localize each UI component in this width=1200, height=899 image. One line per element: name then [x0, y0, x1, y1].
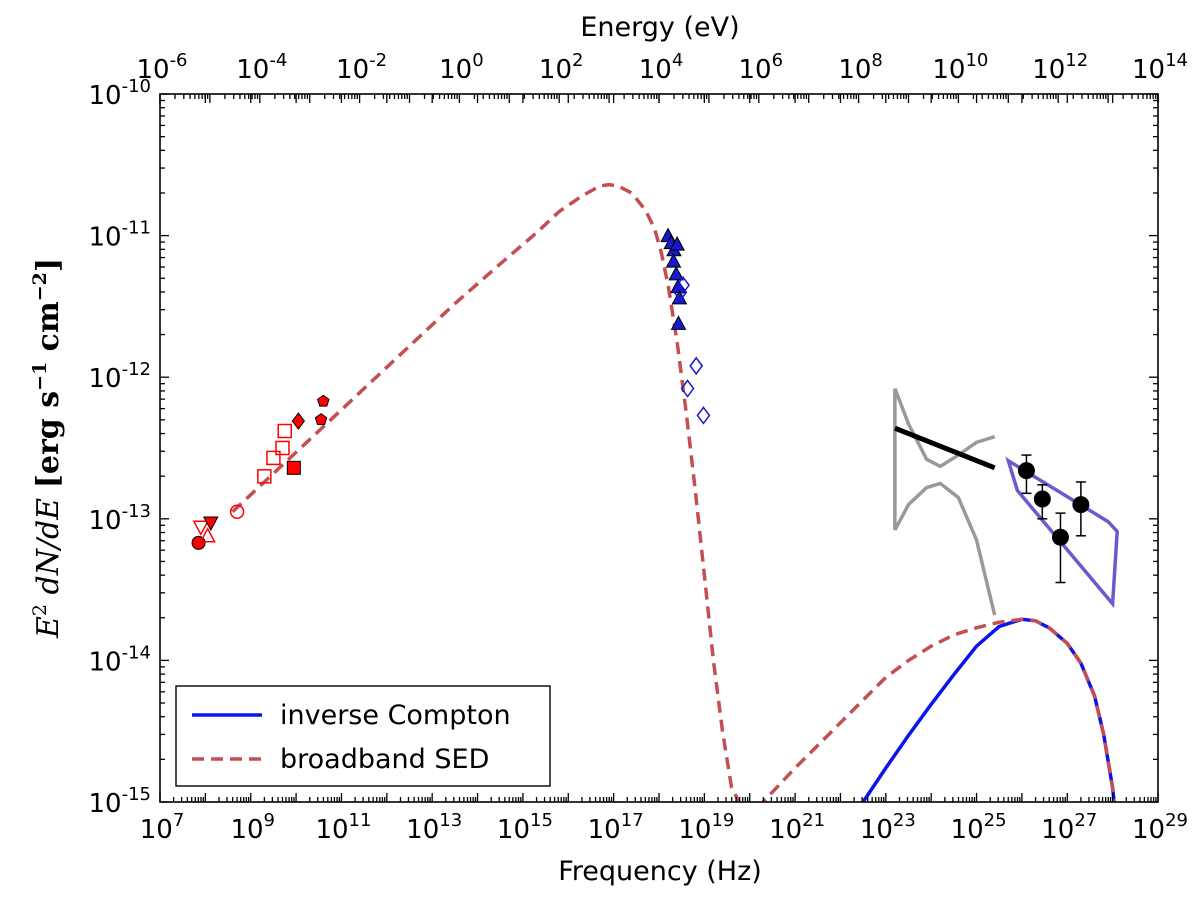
y-tick-label: 10-14 [89, 642, 152, 677]
data-point-triangle-down [192, 520, 210, 536]
broadband-sed-curve [231, 182, 1116, 802]
top-tick-label: 108 [838, 50, 883, 85]
x-tick-label: 1011 [315, 810, 371, 845]
data-point-diamond [689, 356, 704, 376]
x-tick-label: 109 [230, 810, 275, 845]
y-title-lhs: E [31, 616, 66, 639]
data-point-square [275, 440, 290, 456]
data-point-triangle-up [665, 253, 682, 268]
x-tick-label: 1017 [588, 810, 644, 845]
data-point-triangle-up [199, 527, 216, 543]
data-point-diamond [696, 406, 711, 425]
x-tick-label: 1021 [769, 810, 825, 845]
x-tick-label: 1019 [678, 810, 734, 845]
y-title-s-exp: −1 [29, 362, 51, 391]
top-tick-label: 10-6 [136, 50, 187, 85]
data-point-diamond [673, 282, 688, 302]
data-point-circle [229, 504, 245, 519]
top-tick-label: 106 [739, 50, 784, 85]
hess-data-point [1072, 496, 1090, 514]
y-title-cm-exp: −2 [29, 272, 51, 301]
hess-data-point [1017, 462, 1035, 480]
fermi-bowtie-upper [893, 387, 996, 531]
y-title-unit-open: [erg s [31, 391, 66, 488]
x-tick-label: 1027 [1041, 810, 1097, 845]
svg-text:E2 dN/dE [erg s−1 cm−2]: E2 dN/dE [erg s−1 cm−2] [29, 258, 66, 639]
hess-data-point [1033, 490, 1051, 508]
top-tick-label: 1014 [1132, 50, 1188, 85]
x-tick-label: 1025 [951, 810, 1007, 845]
x-tick-label: 1015 [497, 810, 553, 845]
y-tick-label: 10-12 [89, 359, 152, 394]
data-point-square [277, 423, 292, 439]
data-point-pentagon [317, 394, 330, 407]
y-title-lhs-exp: 2 [29, 604, 51, 616]
y-title-unit-mid: cm [31, 301, 66, 362]
data-point-triangle-up [668, 265, 685, 281]
y-tick-label: 10-15 [89, 784, 152, 819]
legend-box [175, 685, 551, 787]
hess-bowtie [1005, 456, 1119, 609]
data-point-triangle-up [669, 236, 685, 251]
x-tick-label: 1013 [406, 810, 462, 845]
top-tick-label: 10-2 [336, 50, 387, 85]
data-point-square [257, 469, 272, 484]
x-tick-label: 1023 [860, 810, 916, 845]
y-tick-label: 10-13 [89, 501, 152, 536]
fermi-powerlaw-line [893, 425, 996, 471]
data-point-diamond [291, 412, 305, 430]
y-title-lhs-rest: dN/dE [31, 488, 66, 604]
data-point-diamond [676, 275, 690, 295]
data-point-triangle-down [202, 516, 219, 532]
top-tick-label: 1010 [932, 50, 988, 85]
y-title-unit-close: ] [31, 258, 66, 272]
y-tick-label: 10-11 [89, 218, 152, 253]
data-point-triangle-up [670, 315, 687, 330]
data-point-square [266, 450, 281, 466]
x-tick-label: 1029 [1132, 810, 1188, 845]
fermi-bowtie-lower [893, 481, 997, 616]
legend-label-broadband-sed: broadband SED [280, 744, 489, 775]
top-tick-label: 102 [539, 50, 584, 85]
y-tick-label: 10-10 [89, 76, 152, 111]
top-tick-label: 100 [439, 50, 484, 85]
top-tick-label: 104 [639, 50, 684, 85]
y-axis-title: E2 dN/dE [erg s−1 cm−2] [29, 258, 66, 639]
x-axis-title: Frequency (Hz) [558, 856, 762, 887]
data-point-diamond [680, 379, 695, 398]
data-point-pentagon [314, 413, 328, 425]
data-point-square [286, 460, 301, 475]
top-tick-label: 1012 [1032, 50, 1088, 85]
legend-label-inverse-compton: inverse Compton [280, 700, 511, 731]
plot-area [160, 94, 1158, 802]
top-tick-label: 10-4 [236, 50, 287, 85]
legend: inverse Compton broadband SED [175, 685, 551, 787]
top-axis-title: Energy (eV) [580, 12, 739, 43]
hess-data-point [1051, 528, 1069, 546]
x-tick-label: 107 [140, 810, 185, 845]
